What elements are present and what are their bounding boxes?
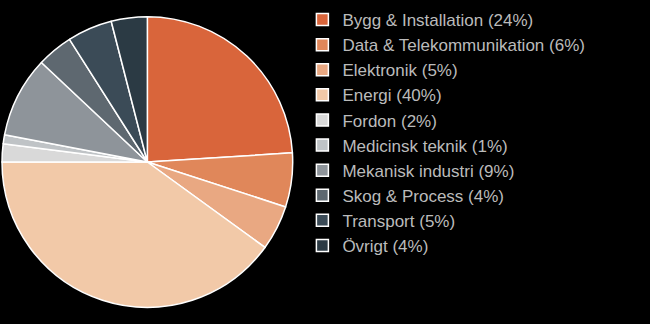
svg-text:Övrigt (4%): Övrigt (4%) — [342, 237, 428, 256]
svg-text:Medicinsk teknik (1%): Medicinsk teknik (1%) — [342, 137, 507, 156]
svg-text:Transport (5%): Transport (5%) — [342, 212, 455, 231]
svg-text:Data & Telekommunikation (6%): Data & Telekommunikation (6%) — [342, 36, 585, 55]
svg-text:Skog & Process (4%): Skog & Process (4%) — [342, 187, 504, 206]
svg-text:Bygg & Installation (24%): Bygg & Installation (24%) — [342, 11, 533, 30]
svg-text:Energi (40%): Energi (40%) — [342, 86, 441, 105]
svg-text:Fordon (2%): Fordon (2%) — [342, 112, 436, 131]
svg-text:Mekanisk industri (9%): Mekanisk industri (9%) — [342, 162, 514, 181]
svg-text:Elektronik (5%): Elektronik (5%) — [342, 61, 457, 80]
